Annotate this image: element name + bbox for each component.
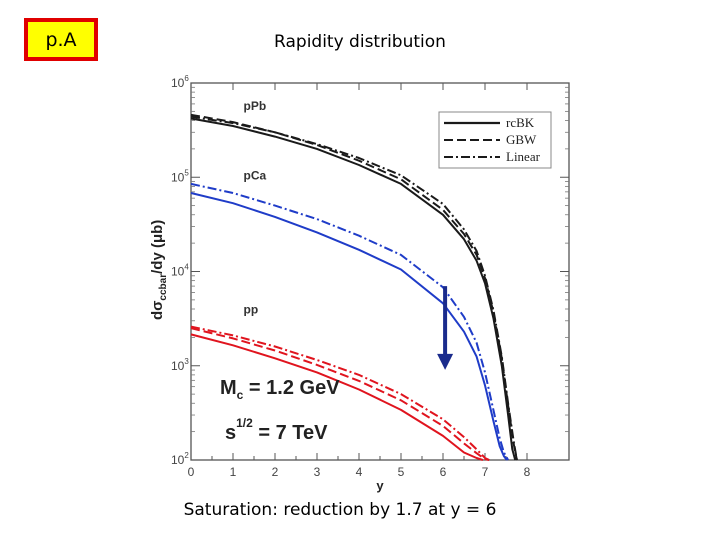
y-tick-label-exp: 6 (184, 74, 189, 83)
x-tick-label: 3 (314, 465, 321, 479)
series-line-pca-linear (190, 182, 509, 461)
y-tick-label-exp: 4 (184, 263, 189, 272)
series-label-pp: pp (244, 302, 259, 316)
slide-title: Rapidity distribution (274, 32, 446, 52)
series-line-pca-rcbk (190, 192, 508, 461)
arrow-head (437, 353, 454, 370)
x-tick-label: 2 (272, 465, 279, 479)
series-labels: pPb pCa pp (244, 99, 267, 317)
x-tick-label: 0 (188, 465, 195, 479)
y-tick-label: 103 (171, 357, 189, 373)
legend-label-gbw: GBW (506, 132, 537, 147)
annotation-energy-main: s (225, 422, 236, 444)
annotation-energy-sup: 1/2 (236, 416, 253, 430)
y-tick-label-base: 10 (171, 76, 185, 90)
y-axis-label: dσccbar/dy (μb) (149, 220, 169, 320)
y-axis-label-main: dσ (149, 301, 166, 320)
y-tick-label-base: 10 (171, 265, 185, 279)
legend: rcBK GBW Linear (438, 111, 552, 169)
x-tick-label: 8 (524, 465, 531, 479)
y-tick-label-exp: 2 (184, 451, 189, 460)
x-tick-label: 4 (356, 465, 363, 479)
x-tick-label: 7 (482, 465, 489, 479)
y-tick-label-exp: 3 (184, 357, 189, 366)
slide-caption: Saturation: reduction by 1.7 at y = 6 (183, 500, 497, 520)
annotation-mass: Mc = 1.2 GeV (220, 377, 340, 402)
x-tick-label: 5 (398, 465, 405, 479)
series-line-ppb-gbw (190, 113, 518, 461)
y-axis-label-tail: /dy (μb) (149, 220, 166, 274)
y-tick-label: 106 (171, 74, 189, 90)
annotation-mass-tail: = 1.2 GeV (243, 377, 340, 399)
x-tick-label: 1 (230, 465, 237, 479)
annotation-energy-tail: = 7 TeV (253, 422, 328, 444)
y-tick-label: 104 (171, 263, 189, 279)
legend-label-rcbk: rcBK (506, 115, 535, 130)
y-tick-label: 105 (171, 168, 189, 184)
series-line-ppb-linear (190, 115, 518, 461)
reduction-arrow (437, 286, 454, 370)
y-tick-label-base: 10 (171, 359, 185, 373)
series-line-pp-linear (190, 325, 490, 461)
y-tick-label: 102 (171, 451, 189, 467)
svg-text:dσccbar/dy (μb): dσccbar/dy (μb) (149, 220, 169, 320)
series-label-pca: pCa (244, 168, 267, 182)
x-axis-label: y (376, 478, 384, 493)
x-tick-label: 6 (440, 465, 447, 479)
series-layer (190, 113, 518, 461)
y-tick-label-exp: 5 (184, 168, 189, 177)
annotation-energy: s1/2 = 7 TeV (225, 416, 328, 444)
series-line-pp-rcbk (190, 333, 484, 461)
slide-tag: p.A (24, 18, 98, 61)
y-axis-label-sub: ccbar (158, 274, 169, 301)
y-tick-label-base: 10 (171, 453, 185, 467)
y-tick-label-base: 10 (171, 170, 185, 184)
annotation-mass-main: M (220, 377, 237, 399)
legend-label-linear: Linear (506, 149, 541, 164)
series-line-ppb-rcbk (190, 117, 517, 461)
annotation-mass-sub: c (237, 388, 244, 402)
series-label-ppb: pPb (244, 99, 267, 113)
series-line-pp-gbw (190, 327, 490, 461)
